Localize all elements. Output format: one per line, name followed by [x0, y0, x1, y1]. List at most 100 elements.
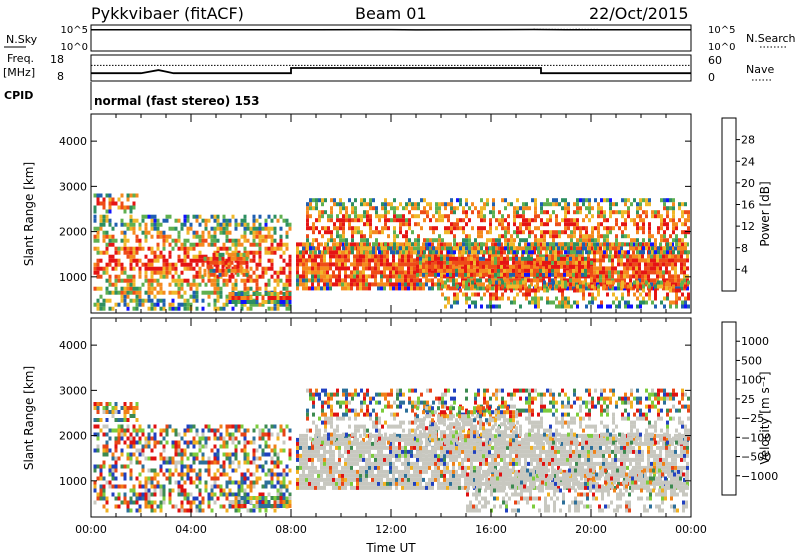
power-cell — [156, 230, 160, 235]
velocity-cell — [192, 444, 196, 449]
velocity-cell — [138, 424, 142, 429]
velocity-cell — [99, 484, 103, 489]
power-cell — [96, 226, 100, 231]
power-cell — [198, 234, 202, 239]
power-cell — [642, 246, 645, 251]
power-cell — [138, 290, 142, 295]
power-cell — [558, 222, 561, 227]
power-cell — [609, 304, 612, 309]
power-cell — [384, 222, 387, 227]
power-cell — [156, 298, 160, 303]
power-cell — [621, 292, 624, 297]
velocity-cell — [183, 480, 187, 485]
power-cell — [329, 278, 332, 283]
power-cell — [444, 230, 447, 235]
power-cell — [93, 205, 97, 210]
power-cell — [162, 266, 166, 271]
power-cell — [383, 250, 386, 255]
power-cell — [620, 270, 623, 275]
power-cell — [510, 284, 513, 289]
power-cell — [144, 234, 148, 239]
velocity-cell — [234, 496, 238, 500]
power-cell — [201, 258, 205, 263]
velocity-cell — [299, 477, 302, 482]
power-cell — [132, 246, 136, 251]
velocity-cell — [353, 469, 356, 474]
power-cell — [492, 246, 495, 251]
power-cell — [548, 272, 551, 277]
power-cell — [552, 238, 555, 243]
power-cell — [371, 270, 374, 275]
power-cell — [123, 234, 127, 239]
power-cell — [368, 266, 371, 271]
power-cell — [647, 266, 650, 271]
power-cell — [566, 260, 569, 265]
power-cell — [132, 266, 136, 271]
power-cell — [347, 246, 350, 251]
power-cell — [611, 254, 614, 259]
power-cell — [231, 242, 235, 247]
power-cell — [639, 226, 642, 231]
velocity-cell — [102, 464, 106, 469]
velocity-cell — [162, 484, 166, 489]
power-cell — [273, 286, 277, 291]
power-cell — [153, 270, 157, 275]
power-cell — [147, 230, 151, 235]
power-cell — [647, 262, 650, 267]
power-cell — [183, 222, 187, 227]
power-cell — [599, 258, 602, 263]
power-cell — [288, 270, 292, 275]
power-cell — [243, 226, 247, 231]
power-cell — [582, 292, 585, 297]
velocity-cell — [237, 496, 241, 501]
power-cell — [609, 210, 612, 215]
power-cell — [309, 202, 312, 207]
power-cell — [108, 298, 112, 303]
velocity-cell — [225, 496, 229, 501]
power-cell — [189, 246, 193, 251]
power-cell — [687, 280, 690, 285]
power-cell — [522, 280, 525, 285]
power-cell — [296, 278, 299, 283]
power-cell — [567, 226, 570, 231]
power-cell — [641, 258, 644, 263]
power-cell — [579, 250, 582, 255]
power-cell — [539, 286, 542, 291]
power-cell — [687, 296, 690, 301]
velocity-cell — [317, 477, 320, 482]
power-cell — [513, 280, 516, 285]
velocity-cell — [252, 448, 256, 453]
velocity-cell — [105, 402, 109, 406]
velocity-cell — [183, 428, 187, 433]
power-cell — [240, 278, 244, 283]
power-cell — [203, 272, 207, 277]
power-cell — [407, 286, 410, 291]
power-cell — [533, 260, 536, 265]
power-cell — [447, 296, 450, 301]
velocity-cell — [302, 453, 305, 458]
velocity-cell — [162, 460, 166, 465]
power-cell — [596, 246, 599, 251]
power-cell — [296, 262, 299, 267]
power-cell — [354, 210, 357, 215]
power-cell — [675, 304, 678, 309]
velocity-cell — [213, 460, 217, 465]
velocity-cell — [314, 485, 317, 490]
velocity-cell — [305, 477, 308, 482]
power-cell — [542, 260, 545, 265]
power-cell — [99, 258, 103, 263]
velocity-cell — [168, 424, 172, 429]
power-cell — [602, 274, 605, 279]
power-cell — [677, 274, 680, 279]
power-cell — [605, 270, 608, 275]
velocity-cell — [329, 453, 332, 458]
power-cell — [524, 242, 527, 247]
power-cell — [123, 209, 127, 214]
power-cell — [432, 214, 435, 219]
power-cell — [374, 250, 377, 255]
velocity-cell — [174, 440, 178, 445]
power-cell — [126, 302, 130, 307]
velocity-cell — [123, 476, 127, 481]
velocity-cell — [123, 402, 127, 406]
power-cell — [267, 306, 271, 311]
